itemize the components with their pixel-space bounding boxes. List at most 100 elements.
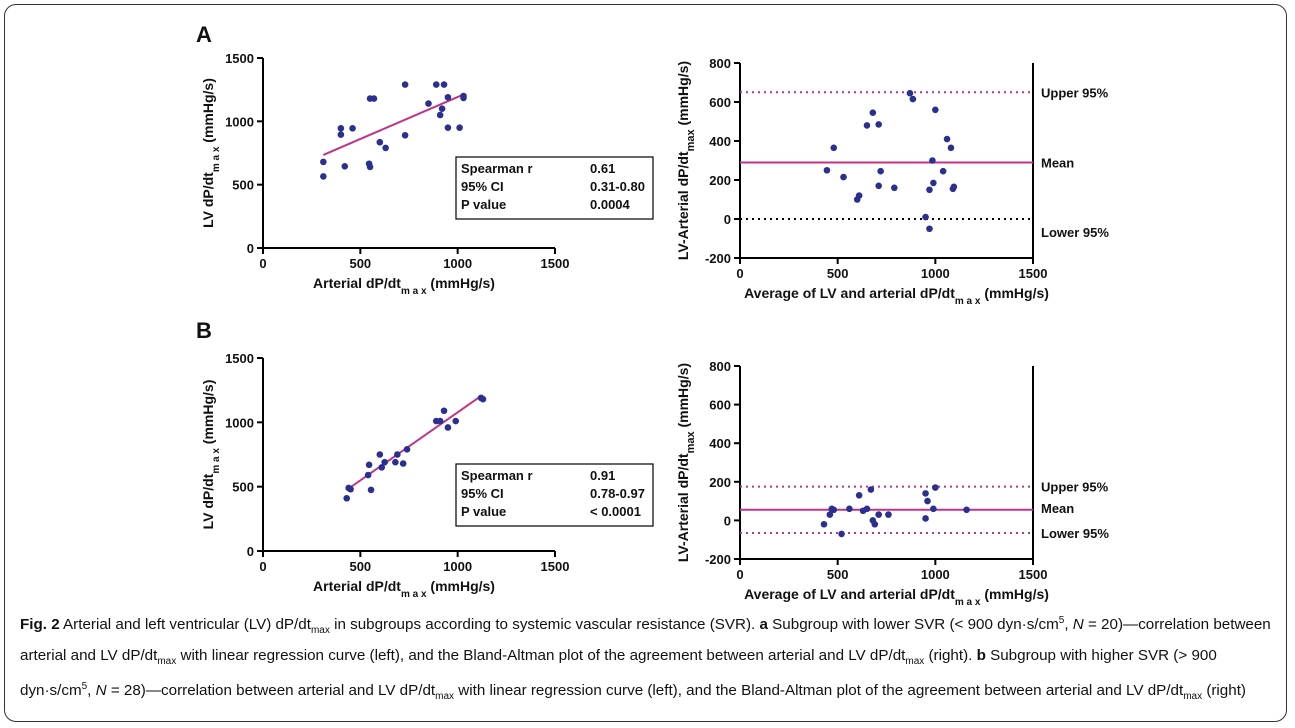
x-tick-label: 500	[827, 266, 849, 281]
stats-value: 0.0004	[590, 197, 631, 212]
data-point	[392, 458, 399, 466]
chart-A-bland: 0 500 1000 1500 -200 0 200 400 600 800 Average of …	[675, 56, 1109, 307]
data-point	[922, 213, 929, 221]
data-point	[440, 81, 448, 88]
data-point	[440, 407, 448, 415]
caption-text: ,	[1064, 616, 1073, 634]
y-tick-label: 800	[709, 359, 731, 374]
data-point	[930, 179, 937, 187]
caption-n: N	[1072, 616, 1084, 634]
data-point	[403, 446, 411, 453]
x-axis-label: Arterial dP/dtm a x (mmHg/s)	[313, 578, 495, 600]
caption-text: in subgroups according to systemic vascu…	[329, 616, 760, 634]
x-tick-label: 500	[349, 256, 371, 271]
data-point	[869, 109, 877, 117]
data-point	[871, 520, 879, 528]
y-tick-label: 1000	[225, 114, 254, 129]
data-point	[347, 485, 354, 493]
x-axis-label: Average of LV and arterial dP/dtm a x (m…	[744, 586, 1049, 605]
caption-sub: max	[905, 656, 925, 668]
y-axis-label: LV-Arterial dP/dtmax (mmHg/s)	[675, 363, 697, 562]
data-point	[846, 505, 853, 513]
data-point	[320, 158, 327, 166]
data-point	[337, 131, 345, 138]
data-point	[939, 167, 947, 175]
x-tick-label: 1500	[1019, 567, 1048, 582]
caption-text: with linear regression curve (left), and…	[454, 682, 1184, 700]
regression-line	[322, 93, 465, 156]
y-tick-label: 0	[724, 212, 731, 227]
data-point	[963, 506, 970, 514]
panel-label-a: A	[196, 22, 212, 47]
data-point	[460, 92, 467, 100]
chart-A-scatter: 0 500 1000 1500 0 500 1000 1500 Arterial dP/dtm …	[200, 51, 654, 297]
data-point	[838, 530, 845, 538]
y-axis-label: LV dP/dtm a x (mmHg/s)	[200, 380, 222, 530]
caption-b-label: b	[976, 647, 986, 665]
data-point	[370, 95, 378, 102]
data-point	[926, 225, 933, 233]
caption-sub: max	[435, 691, 455, 703]
data-point	[456, 124, 463, 131]
data-point	[929, 157, 936, 164]
x-tick-label: 0	[736, 266, 743, 281]
x-tick-label: 1000	[921, 266, 950, 281]
data-point	[343, 494, 351, 502]
data-point	[381, 458, 388, 466]
caption-text: ,	[87, 682, 96, 700]
y-tick-label: 1500	[225, 51, 254, 66]
y-tick-label: 0	[247, 544, 254, 559]
data-point	[438, 105, 446, 112]
data-point	[840, 173, 847, 181]
data-point	[924, 497, 931, 505]
data-point	[376, 138, 384, 146]
caption-text: (right).	[924, 647, 977, 665]
caption-sup: 5	[1058, 615, 1065, 626]
data-point	[444, 124, 452, 131]
data-point	[479, 395, 487, 403]
x-tick-label: 500	[827, 567, 849, 582]
caption-text: Arterial and left ventricular (LV) dP/dt	[59, 616, 311, 634]
mean-line-label: Mean	[1041, 155, 1074, 170]
data-point	[378, 464, 386, 471]
stats-label: Spearman r	[461, 468, 533, 483]
x-axis-label: Average of LV and arterial dP/dtm a x (m…	[744, 285, 1049, 307]
figure-frame	[4, 4, 1287, 722]
data-point	[401, 81, 409, 88]
stats-value: 0.78-0.97	[590, 486, 645, 501]
data-point	[401, 131, 409, 139]
x-tick-label: 0	[259, 559, 266, 574]
data-point	[932, 106, 939, 114]
data-point	[885, 511, 892, 518]
caption-fig-label: Fig. 2	[20, 616, 60, 634]
y-tick-label: 0	[247, 241, 254, 256]
data-point	[320, 173, 327, 180]
stats-label: 95% CI	[461, 179, 504, 194]
upper-95-line-label: Upper 95%	[1041, 85, 1109, 100]
y-tick-label: -200	[705, 251, 731, 266]
data-point	[855, 192, 863, 199]
stats-box	[455, 156, 654, 220]
y-tick-label: 200	[709, 173, 731, 188]
x-axis-label: Arterial dP/dtm a x (mmHg/s)	[313, 275, 495, 297]
caption-text: with linear regression curve (left), and…	[176, 647, 906, 665]
x-tick-label: 0	[259, 256, 266, 271]
data-point	[930, 505, 937, 513]
lower-95-line-label: Lower 95%	[1041, 225, 1109, 240]
data-point	[337, 125, 345, 132]
data-point	[830, 506, 838, 514]
data-point	[877, 167, 884, 175]
stats-label: P value	[461, 504, 506, 519]
data-point	[365, 461, 373, 469]
caption-a-label: a	[759, 616, 768, 634]
y-axis-label: LV-Arterial dP/dtmax (mmHg/s)	[675, 61, 697, 260]
y-tick-label: 800	[709, 56, 731, 71]
data-point	[444, 93, 452, 101]
y-tick-label: 200	[709, 475, 731, 490]
y-tick-label: 400	[709, 436, 731, 451]
caption-text: = 28)—correlation between arterial and L…	[106, 682, 436, 700]
data-point	[906, 89, 914, 97]
y-tick-label: 0	[724, 513, 731, 528]
caption-sub: max	[1183, 691, 1203, 703]
data-point	[382, 144, 389, 152]
